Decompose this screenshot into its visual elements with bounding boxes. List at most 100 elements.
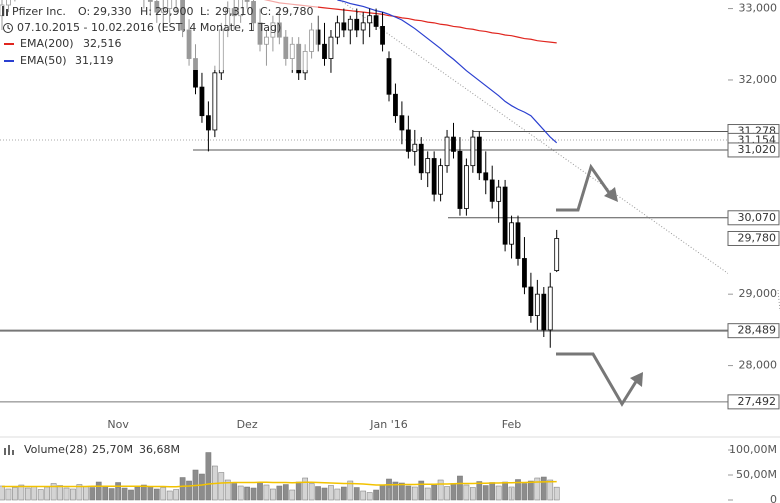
volume-bar bbox=[295, 481, 302, 501]
candle-body bbox=[354, 18, 360, 31]
volume-bar bbox=[108, 488, 115, 501]
volume-bar bbox=[166, 490, 173, 501]
candle-body bbox=[489, 179, 495, 202]
volume-bar bbox=[437, 479, 444, 501]
x-tick-label: Nov bbox=[107, 418, 129, 431]
volume-bar bbox=[553, 486, 560, 501]
header: Pfizer Inc. 07.10.2015 - 10.02.2016 (EST… bbox=[2, 5, 314, 67]
candle-body bbox=[347, 18, 353, 31]
volume-bar bbox=[57, 485, 63, 501]
volume-bar bbox=[12, 487, 18, 501]
icon bbox=[12, 450, 14, 455]
volume-bar bbox=[270, 488, 276, 501]
volume-bar bbox=[186, 480, 192, 501]
volume-bar bbox=[0, 485, 5, 501]
candle-body bbox=[380, 26, 385, 45]
candle-body bbox=[360, 22, 366, 31]
legend-value: 32,516 bbox=[83, 37, 122, 50]
candle-body bbox=[522, 258, 527, 288]
volume-tick-label: 50,00M bbox=[736, 468, 777, 481]
candle-body bbox=[399, 115, 405, 131]
volume-bar bbox=[205, 452, 212, 501]
candle-body bbox=[444, 136, 450, 167]
volume-bar bbox=[341, 486, 347, 501]
volume-bar bbox=[502, 481, 508, 501]
volume-bar bbox=[76, 484, 83, 501]
icon bbox=[8, 445, 10, 455]
volume-bar bbox=[147, 486, 154, 501]
candle-body bbox=[322, 43, 327, 59]
candle-body bbox=[418, 143, 424, 174]
candle-body bbox=[393, 93, 398, 117]
level-label: 29,780 bbox=[738, 231, 777, 244]
volume-bar bbox=[50, 483, 57, 501]
volume-bar bbox=[134, 486, 141, 501]
ohlc-label: L: bbox=[200, 5, 210, 18]
legend-name: EMA(50) bbox=[20, 54, 67, 67]
volume-bar bbox=[424, 487, 431, 501]
volume-bar bbox=[282, 484, 289, 501]
volume-bar bbox=[373, 489, 379, 501]
volume-bar bbox=[289, 489, 296, 501]
volume-bar bbox=[444, 486, 450, 501]
candle-body bbox=[528, 286, 534, 317]
volume-bar bbox=[257, 482, 263, 501]
level-label: 27,492 bbox=[738, 395, 777, 408]
volume-bar bbox=[470, 487, 476, 501]
volume-bar bbox=[173, 489, 180, 501]
volume-bar bbox=[379, 484, 386, 501]
ohlc-label: H: bbox=[140, 5, 152, 18]
volume-bar bbox=[411, 486, 418, 501]
x-tick-label: Feb bbox=[502, 418, 521, 431]
arrow-up-down bbox=[556, 163, 614, 212]
volume-bar bbox=[457, 475, 463, 501]
volume-bar bbox=[18, 484, 25, 501]
x-tick-label: Jan '16 bbox=[369, 418, 407, 431]
candle-body bbox=[451, 136, 456, 152]
header-backdrop bbox=[0, 0, 318, 70]
candle-body bbox=[534, 293, 540, 317]
volume-bar bbox=[431, 484, 437, 501]
volume-tick-label: 100,00M bbox=[729, 443, 777, 456]
legend-value: 31,119 bbox=[75, 54, 114, 67]
level-tag bbox=[727, 323, 780, 339]
volume-bar bbox=[334, 488, 341, 501]
volume-bar bbox=[321, 487, 328, 501]
volume-bar bbox=[24, 487, 31, 501]
volume-bar bbox=[302, 477, 308, 501]
volume-bar bbox=[224, 479, 231, 501]
volume-bar bbox=[399, 482, 405, 501]
volume-bar bbox=[328, 485, 334, 501]
volume-tick-label: 0 bbox=[770, 493, 777, 503]
candle-body bbox=[502, 186, 508, 245]
level-tag bbox=[727, 230, 780, 246]
candle-body bbox=[509, 222, 514, 245]
volume-bar bbox=[315, 486, 321, 501]
volume-bar bbox=[37, 489, 44, 501]
candle-body bbox=[367, 15, 373, 24]
volume-bar bbox=[528, 480, 534, 501]
volume-bar bbox=[153, 488, 160, 501]
volume-panel bbox=[0, 452, 560, 501]
volume-bar bbox=[482, 485, 489, 501]
candle-body bbox=[496, 186, 502, 202]
arrowhead bbox=[630, 372, 643, 387]
title: Pfizer Inc. bbox=[12, 5, 66, 18]
candle-body bbox=[457, 150, 463, 209]
icon bbox=[2, 6, 4, 16]
volume-bar bbox=[489, 482, 496, 501]
clock-hand bbox=[7, 25, 11, 30]
candle-body bbox=[463, 165, 469, 209]
volume-bar bbox=[521, 483, 528, 501]
arrowhead bbox=[604, 187, 618, 202]
ohlc-label: O: bbox=[78, 5, 90, 18]
volume-bar bbox=[347, 480, 354, 501]
volume-average-line bbox=[2, 480, 557, 488]
volume-bar bbox=[179, 477, 186, 501]
volume-bar bbox=[476, 481, 483, 501]
volume-bar bbox=[95, 481, 102, 501]
x-tick-label: Dez bbox=[237, 418, 258, 431]
candle-body bbox=[476, 136, 482, 174]
candle-body bbox=[405, 129, 411, 152]
volume-bar bbox=[31, 486, 38, 501]
